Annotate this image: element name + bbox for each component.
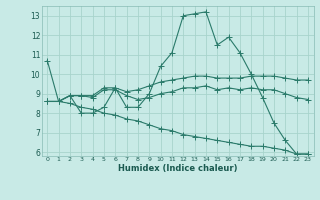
X-axis label: Humidex (Indice chaleur): Humidex (Indice chaleur) — [118, 164, 237, 173]
